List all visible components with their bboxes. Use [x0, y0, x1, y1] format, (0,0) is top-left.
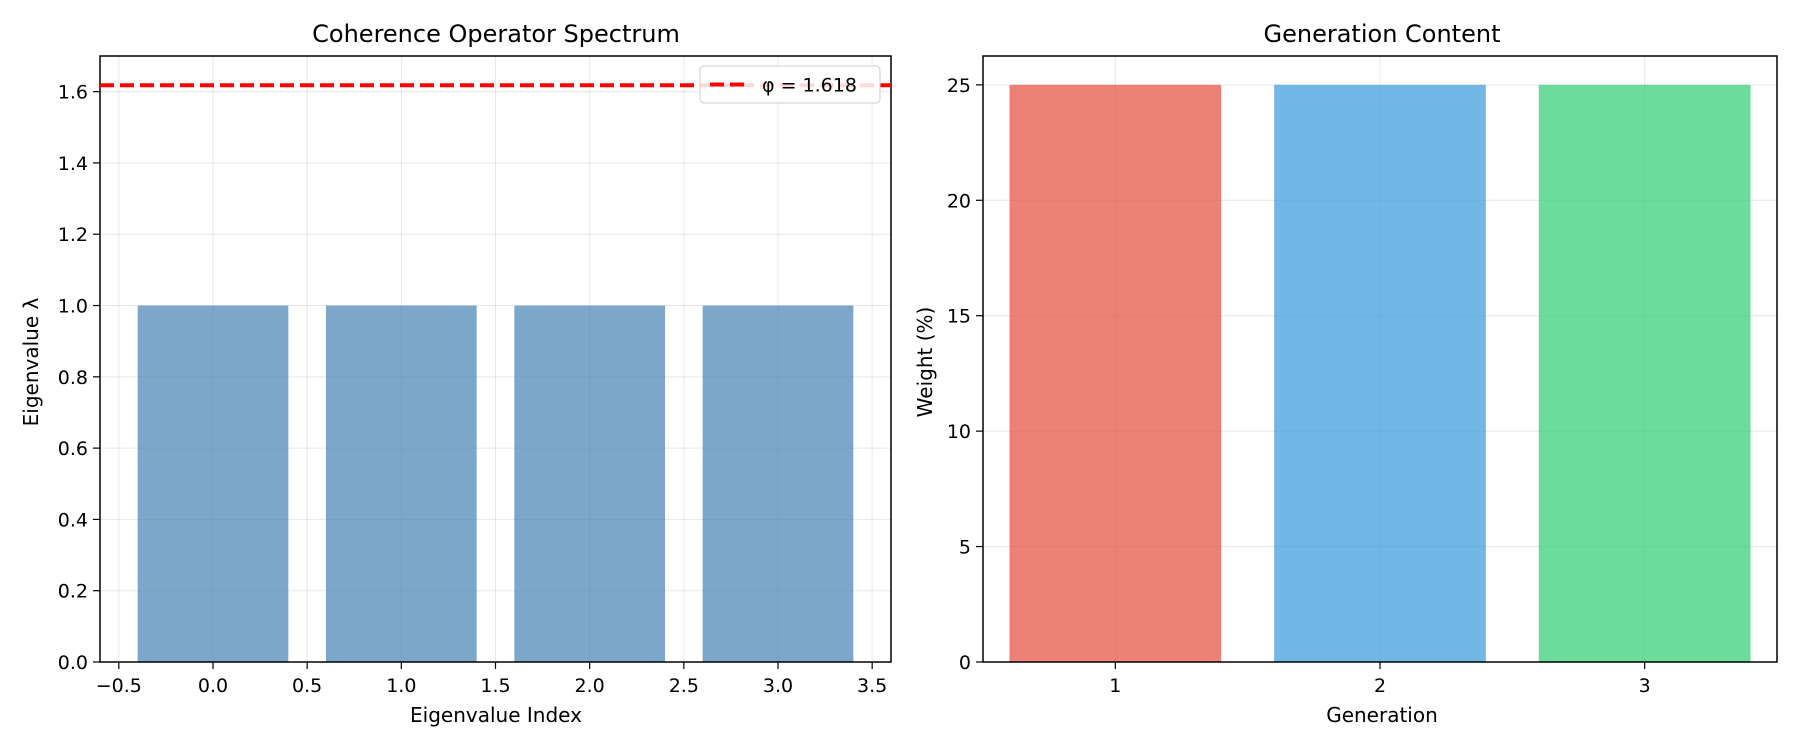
x-tick-label: 3.0: [763, 675, 793, 697]
chart-generation-content: Generation Content Generation Weight (%)…: [913, 20, 1778, 727]
bar: [137, 305, 289, 662]
y-tick-label: 10: [947, 421, 971, 443]
bar: [514, 305, 665, 662]
bar: [1274, 84, 1486, 663]
bars: [1009, 84, 1751, 663]
axes: 1 2 3 0 5 10 15 20 25: [947, 55, 1778, 697]
y-axis-label: Eigenvalue λ: [19, 297, 43, 426]
x-tick-label: 1.5: [480, 675, 510, 697]
chart-title: Coherence Operator Spectrum: [312, 20, 680, 48]
bar: [702, 305, 854, 662]
bar: [1538, 84, 1751, 663]
legend-frame: [699, 65, 881, 104]
bar: [326, 305, 477, 662]
y-tick-label: 0.0: [58, 652, 88, 674]
y-tick-label: 1.4: [58, 153, 88, 175]
y-tick-label: 0.4: [58, 509, 88, 531]
y-tick-label: 0.6: [58, 438, 88, 460]
x-tick-label: 3.5: [857, 675, 887, 697]
chart-coherence-spectrum: Coherence Operator Spectrum Eigenvalue I…: [19, 20, 892, 727]
y-tick-label: 5: [959, 537, 971, 559]
x-tick-label: 3: [1639, 675, 1651, 697]
chart-title: Generation Content: [1264, 20, 1501, 48]
x-tick-label: 2: [1374, 675, 1386, 697]
x-axis-label: Generation: [1326, 703, 1438, 727]
x-axis-label: Eigenvalue Index: [410, 703, 582, 727]
y-tick-label: 1.2: [58, 224, 88, 246]
y-tick-label: 0.2: [58, 581, 88, 603]
x-tick-label: 1: [1109, 675, 1121, 697]
x-tick-label: −0.5: [96, 675, 142, 697]
y-tick-label: 25: [947, 75, 971, 97]
y-tick-label: 0: [959, 652, 971, 674]
y-axis-label: Weight (%): [913, 307, 937, 418]
y-tick-label: 15: [947, 306, 971, 328]
x-tick-label: 0.0: [198, 675, 228, 697]
x-tick-label: 1.0: [386, 675, 416, 697]
bar: [1009, 84, 1222, 663]
legend: φ = 1.618: [699, 65, 881, 104]
x-tick-label: 2.5: [669, 675, 699, 697]
legend-label: φ = 1.618: [762, 75, 857, 97]
y-tick-label: 0.8: [58, 367, 88, 389]
x-tick-label: 0.5: [292, 675, 322, 697]
y-tick-label: 20: [947, 190, 971, 212]
bars: [137, 305, 854, 662]
x-tick-label: 2.0: [575, 675, 605, 697]
axes: −0.5 0.0 0.5 1.0 1.5 2.0 2.5 3.0 3.5 0.0 0.2 0.4 0.6…: [58, 55, 892, 697]
y-tick-label: 1.6: [58, 82, 88, 104]
y-tick-label: 1.0: [58, 296, 88, 318]
